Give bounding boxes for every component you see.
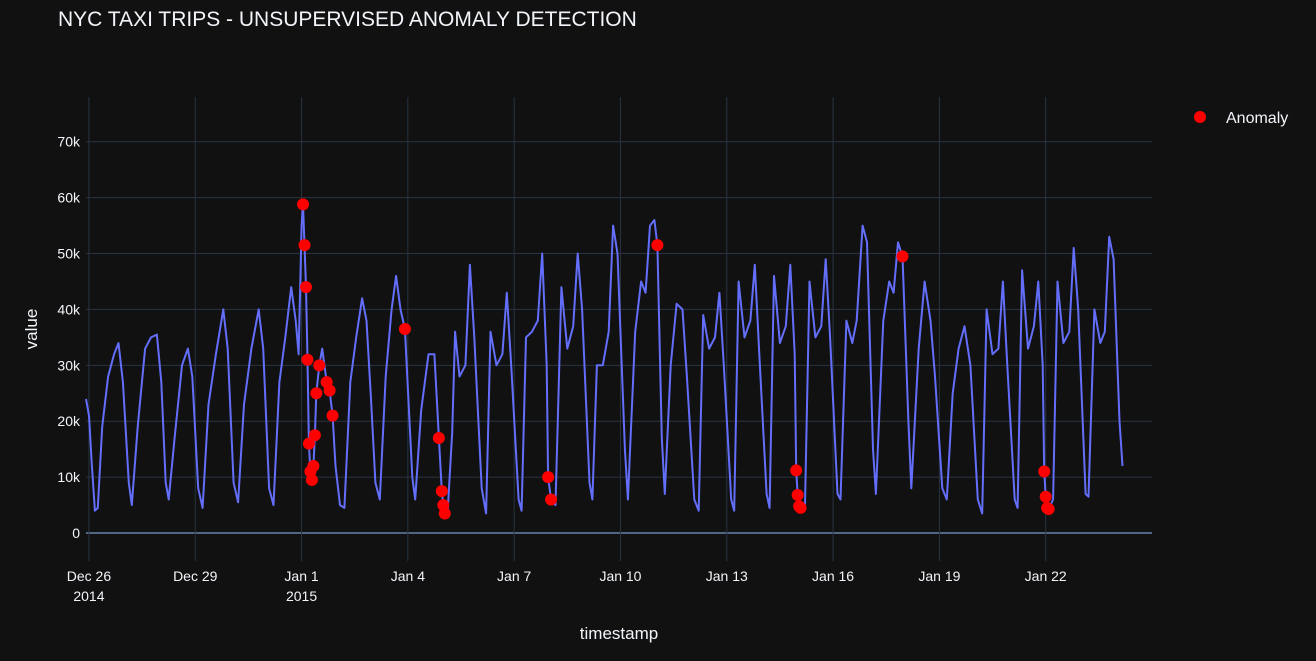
anomaly-point [307,459,320,472]
x-tick-label: Jan 4 [391,568,425,584]
anomaly-point [432,432,445,445]
anomaly-point [790,464,803,477]
y-tick-label: 0 [72,525,80,541]
anomaly-point [1038,465,1051,478]
anomaly-point [542,471,555,484]
anomaly-point [794,501,807,514]
anomaly-point [299,281,312,294]
y-tick-label: 40k [57,301,81,317]
x-tick-label: Jan 19 [918,568,960,584]
chart-title: NYC TAXI TRIPS - UNSUPERVISED ANOMALY DE… [58,8,637,31]
anomaly-point [308,429,321,442]
x-tick-label: Jan 7 [497,568,531,584]
y-tick-label: 50k [57,246,81,262]
anomaly-point [438,507,451,520]
anomaly-point [1042,503,1055,516]
anomaly-point [310,387,323,400]
anomaly-point [301,353,314,366]
y-tick-label: 30k [57,357,81,373]
anomaly-point [305,473,318,486]
anomaly-point [896,250,909,263]
x-tick-label: Jan 1 [284,568,318,584]
x-axis-title: timestamp [580,624,658,643]
anomaly-point [326,409,339,422]
anomaly-point [1039,490,1052,503]
x-tick-sublabel: 2015 [286,588,317,604]
y-tick-label: 70k [57,134,81,150]
anomaly-point [298,239,311,252]
anomaly-point [435,485,448,498]
y-axis-title: value [22,309,41,350]
x-tick-label: Jan 13 [706,568,748,584]
legend-anomaly-marker [1194,111,1206,123]
anomaly-point [297,198,310,211]
y-tick-label: 10k [57,469,81,485]
anomaly-point [545,493,558,506]
anomaly-point [302,437,315,450]
anomaly-point [651,239,664,252]
y-tick-label: 20k [57,413,81,429]
value-series-line [85,203,1124,515]
x-tick-sublabel: 2014 [73,588,104,604]
anomaly-point [791,489,804,502]
x-tick-label: Jan 22 [1025,568,1067,584]
x-tick-label: Dec 26 [67,568,112,584]
x-tick-label: Jan 10 [599,568,641,584]
legend-anomaly-label: Anomaly [1226,110,1288,127]
anomaly-point [398,323,411,335]
y-tick-label: 60k [57,190,81,206]
anomaly-point [323,384,336,397]
x-tick-label: Dec 29 [173,568,218,584]
x-tick-label: Jan 16 [812,568,854,584]
anomaly-point [313,359,326,372]
